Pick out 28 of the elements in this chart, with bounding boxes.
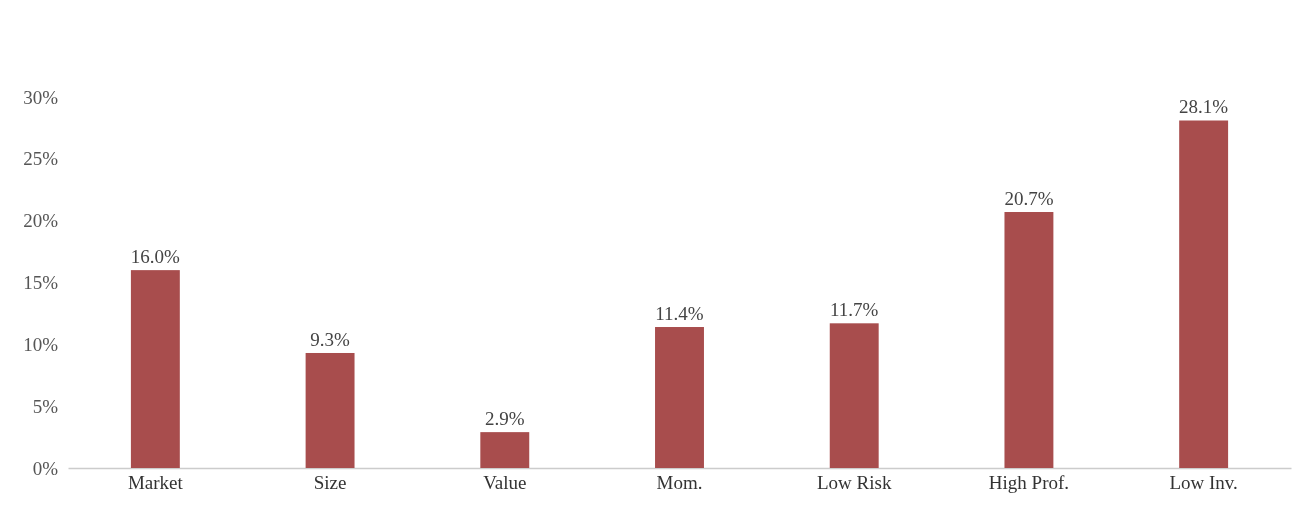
y-tick-label: 0% bbox=[32, 457, 59, 479]
data-label: 2.9% bbox=[485, 408, 525, 430]
bar bbox=[480, 432, 530, 468]
y-tick-label: 20% bbox=[23, 210, 59, 232]
bar bbox=[655, 327, 704, 468]
y-tick-label: 30% bbox=[23, 86, 59, 108]
data-label: 20.7% bbox=[1004, 188, 1054, 210]
x-tick-label: Market bbox=[127, 472, 184, 494]
x-tick-label: Low Inv. bbox=[1169, 472, 1238, 494]
bar bbox=[1179, 120, 1229, 468]
bar bbox=[1004, 212, 1054, 468]
bar bbox=[130, 270, 180, 468]
x-tick-label: Value bbox=[483, 472, 527, 494]
y-tick-label: 5% bbox=[32, 395, 59, 417]
bar bbox=[829, 323, 879, 468]
x-tick-label: Mom. bbox=[656, 472, 703, 494]
y-tick-label: 25% bbox=[23, 148, 59, 170]
data-label: 11.7% bbox=[830, 299, 879, 321]
x-tick-label: High Prof. bbox=[988, 472, 1070, 494]
data-label: 9.3% bbox=[310, 328, 351, 350]
data-label: 11.4% bbox=[655, 303, 704, 325]
x-tick-label: Low Risk bbox=[817, 472, 892, 494]
bar bbox=[305, 352, 355, 468]
y-tick-label: 10% bbox=[23, 333, 59, 355]
y-tick-label: 15% bbox=[23, 272, 59, 294]
data-label: 16.0% bbox=[130, 246, 181, 268]
x-tick-label: Size bbox=[313, 472, 347, 494]
data-label: 28.1% bbox=[1179, 96, 1229, 118]
